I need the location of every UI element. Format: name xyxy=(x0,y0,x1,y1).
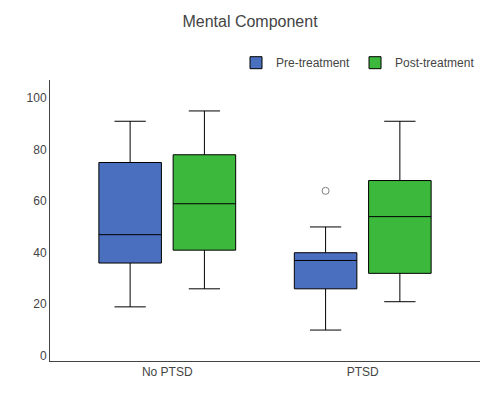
svg-text:40: 40 xyxy=(33,246,47,260)
svg-text:Pre-treatment: Pre-treatment xyxy=(276,56,350,70)
svg-text:Mental Component: Mental Component xyxy=(182,13,318,30)
svg-text:Post-treatment: Post-treatment xyxy=(395,56,474,70)
svg-text:60: 60 xyxy=(33,194,47,208)
svg-text:0: 0 xyxy=(40,349,47,363)
svg-text:80: 80 xyxy=(33,143,47,157)
svg-text:20: 20 xyxy=(33,297,47,311)
svg-text:100: 100 xyxy=(27,91,47,105)
svg-text:PTSD: PTSD xyxy=(347,365,379,379)
svg-text:No PTSD: No PTSD xyxy=(142,365,193,379)
